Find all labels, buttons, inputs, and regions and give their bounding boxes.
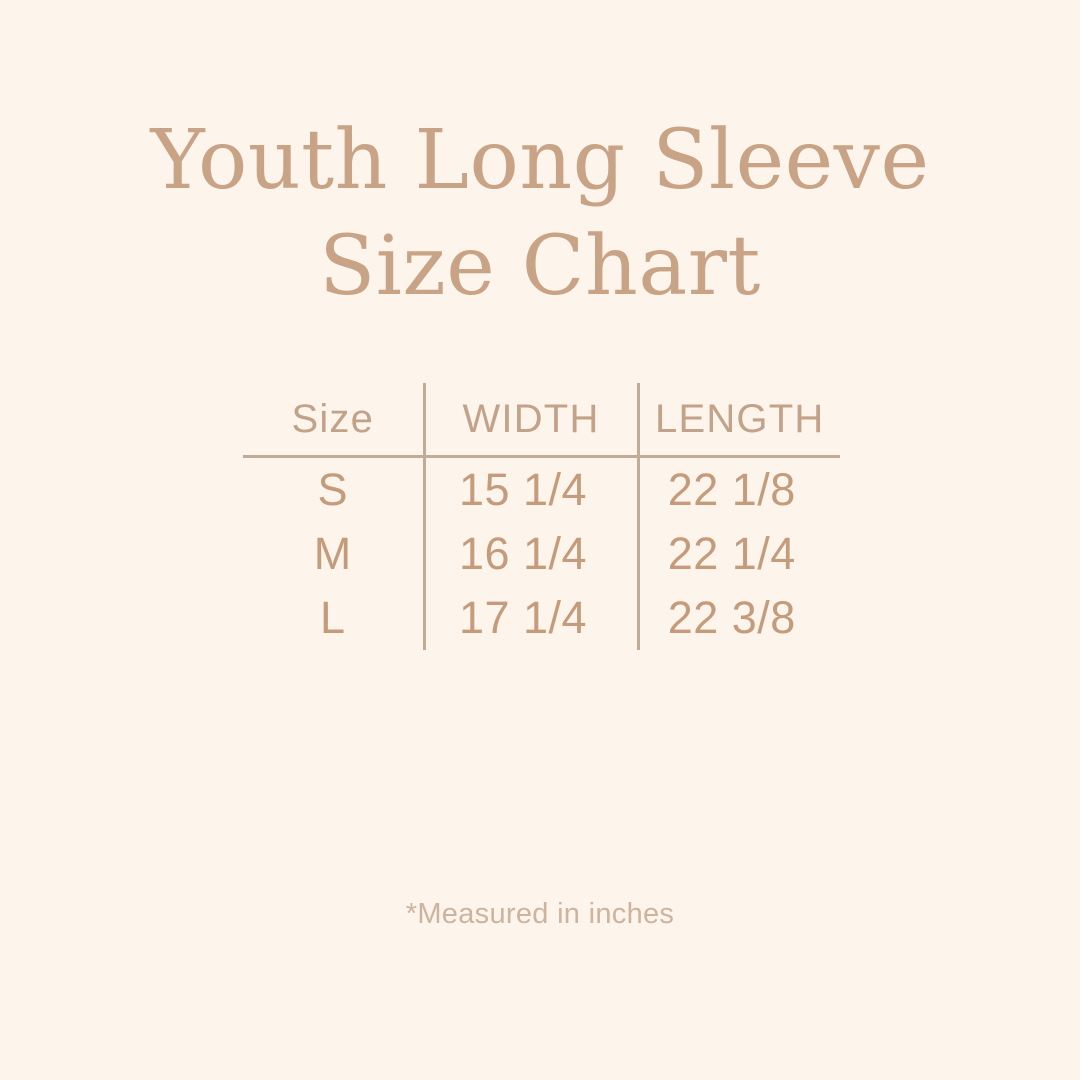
cell-length-value: 22 1/4 [667,528,796,579]
measurement-note: *Measured in inches [405,898,675,930]
column-header-width: WIDTH [422,383,638,455]
cell-width-value: 15 1/4 [458,464,588,515]
cell-width: 15 1/4 [422,458,638,522]
title-line-2: Size Chart [319,219,761,314]
rule-segment-width [424,455,638,458]
size-table-container: Size WIDTH LENGTH S 15 1/4 22 1/8 M [243,383,840,650]
rule-segment-length [638,455,840,458]
table-header-row: Size WIDTH LENGTH [243,383,840,455]
cell-length: 22 3/8 [636,586,840,650]
title-line-1: Youth Long Sleeve [150,113,930,208]
column-header-size: Size [291,396,375,441]
table-row: L 17 1/4 22 3/8 [243,586,840,650]
cell-width-value: 17 1/4 [458,592,588,643]
cell-width: 17 1/4 [422,586,638,650]
column-header-length: LENGTH [636,383,840,455]
cell-width: 16 1/4 [422,522,638,586]
table-row: M 16 1/4 22 1/4 [243,522,840,586]
rule-segment-size [243,455,424,458]
cell-size: S [317,464,348,515]
cell-length-value: 22 1/8 [667,464,796,515]
size-table: Size WIDTH LENGTH S 15 1/4 22 1/8 M [243,383,840,650]
cell-length: 22 1/8 [636,458,840,522]
table-body: S 15 1/4 22 1/8 M 16 1/4 22 1/4 L 17 1/4… [243,458,840,650]
cell-width-value: 16 1/4 [458,528,588,579]
cell-length-value: 22 3/8 [667,592,796,643]
table-header: Size WIDTH LENGTH [243,383,840,458]
cell-size: M [313,528,352,579]
cell-length: 22 1/4 [636,522,840,586]
header-divider-rule [243,455,840,458]
page-title: Youth Long Sleeve Size Chart [0,108,1080,320]
table-row: S 15 1/4 22 1/8 [243,458,840,522]
cell-size: L [319,592,346,643]
